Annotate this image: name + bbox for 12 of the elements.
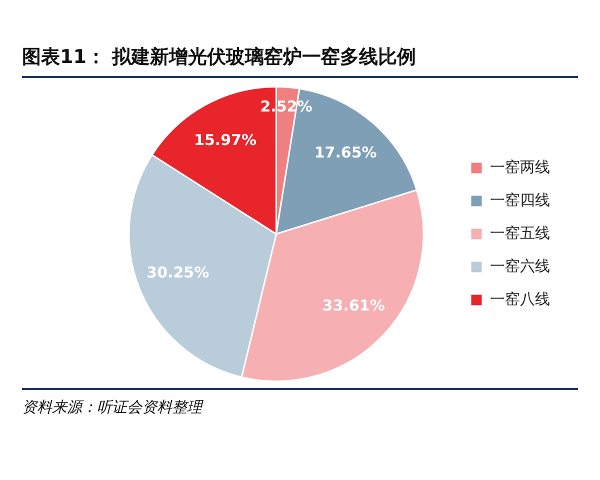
legend-label: 一窑六线: [490, 256, 550, 275]
legend-label: 一窑四线: [490, 190, 550, 209]
data-label: 15.97%: [194, 130, 257, 149]
data-label: 33.61%: [322, 296, 385, 314]
text: 资料来源：听证会资料整理: [22, 388, 578, 417]
data-label: 30.25%: [146, 264, 210, 282]
legend-label: 一窑五线: [490, 224, 550, 242]
data-label: 2.52%: [260, 98, 312, 116]
legend-label: 一窑八线: [490, 290, 550, 308]
chart-title: 图表11： 拟建新增光伏玻璃窑炉一窑多线比例: [22, 44, 578, 78]
legend-label: 一窑两线: [490, 158, 550, 176]
data-label: 17.65%: [314, 144, 377, 162]
